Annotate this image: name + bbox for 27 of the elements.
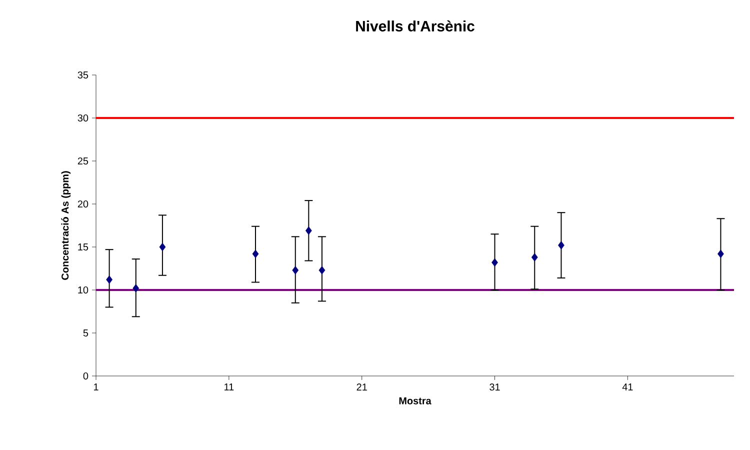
y-tick-label: 5: [83, 330, 88, 336]
point: [132, 284, 140, 292]
point: [492, 258, 498, 267]
point: [106, 275, 112, 284]
y-tick-label: 0: [83, 372, 88, 380]
x-tick-label: 1: [94, 384, 98, 390]
x-tick-label: 41: [622, 384, 633, 390]
y-tick-label: 10: [78, 286, 88, 294]
point: [159, 242, 166, 252]
x-axis-title: Mostra: [399, 397, 432, 404]
y-axis-title: Concentració As (ppm): [61, 171, 71, 280]
y-tick-label: 35: [78, 71, 88, 79]
y-tick-label: 20: [78, 200, 88, 208]
x-tick-label: 31: [490, 384, 500, 391]
point: [531, 253, 538, 262]
point: [252, 250, 259, 258]
y-tick-label: 30: [78, 114, 88, 122]
point: [558, 241, 564, 250]
point: [305, 226, 312, 235]
x-tick-label: 21: [356, 384, 367, 390]
point: [318, 266, 326, 274]
y-tick-label: 15: [78, 244, 88, 250]
y-tick-label: 25: [78, 157, 88, 165]
point: [292, 266, 299, 274]
point: [718, 250, 724, 258]
chart-title: Nivells d'Arsènic: [356, 20, 474, 32]
x-tick-label: 11: [224, 384, 234, 390]
